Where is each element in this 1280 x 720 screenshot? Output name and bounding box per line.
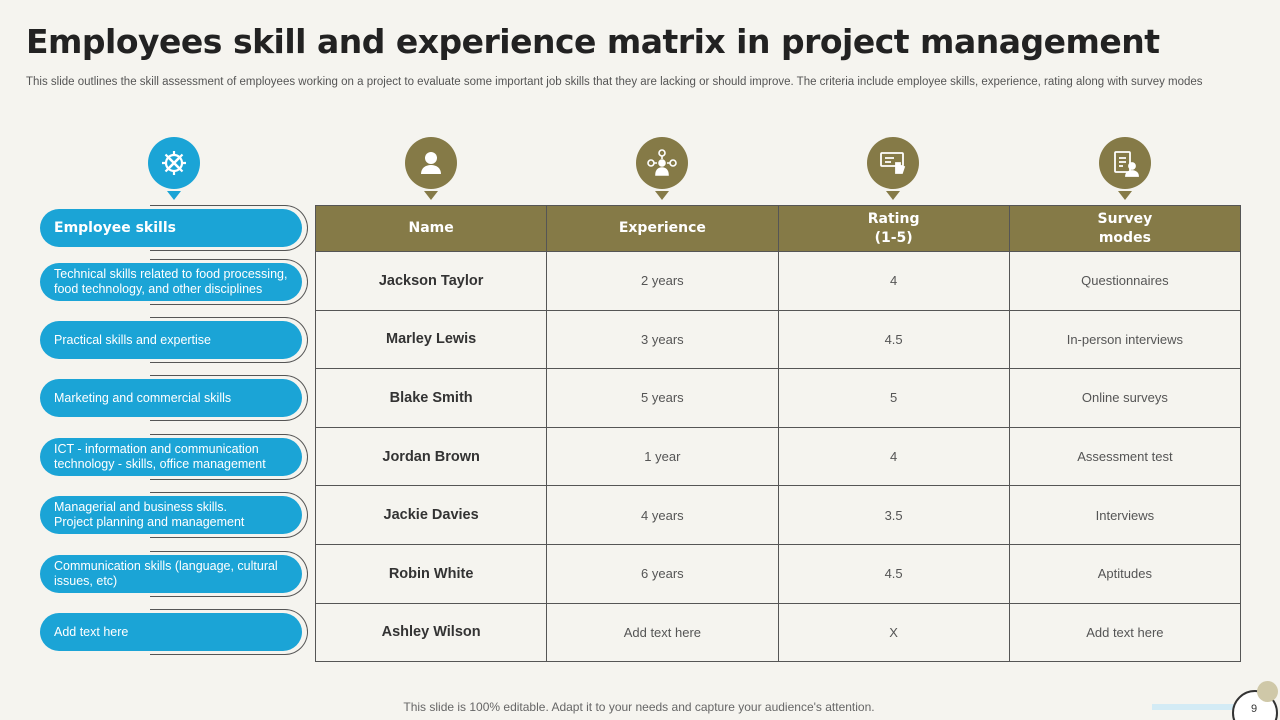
skill-item: Practical skills and expertise [40, 317, 308, 363]
skill-item-label: Marketing and commercial skills [40, 379, 302, 417]
cell-survey-mode: Add text here [1008, 602, 1242, 663]
header-experience: Experience [546, 205, 779, 252]
cell-experience: 3 years [546, 309, 779, 370]
cell-rating: 3.5 [777, 485, 1010, 545]
skill-item-label: Managerial and business skills. Project … [40, 496, 302, 534]
skills-header: Employee skills [40, 205, 308, 251]
skill-item: Technical skills related to food process… [40, 259, 308, 305]
header-name: Name [314, 205, 548, 252]
cell-experience: Add text here [546, 602, 779, 663]
table-row: Robin White 6 years 4.5 Aptitudes [314, 543, 1242, 604]
cell-survey-mode: Interviews [1008, 485, 1242, 545]
page-title: Employees skill and experience matrix in… [26, 22, 1160, 61]
skill-item-label: Add text here [40, 613, 302, 651]
skill-item: Managerial and business skills. Project … [40, 492, 308, 538]
cell-rating: X [777, 602, 1010, 663]
cell-experience: 6 years [546, 543, 779, 604]
cell-name: Robin White [314, 543, 548, 604]
cell-survey-mode: Online surveys [1008, 368, 1242, 428]
cell-survey-mode: Aptitudes [1008, 543, 1242, 604]
cell-name: Marley Lewis [314, 309, 548, 370]
skill-item-label: ICT - information and communication tech… [40, 438, 302, 476]
table-row: Marley Lewis 3 years 4.5 In-person inter… [314, 309, 1242, 370]
rating-hand-icon [867, 137, 919, 200]
cell-rating: 5 [777, 368, 1010, 428]
cell-experience: 2 years [546, 251, 779, 311]
table-row: Ashley Wilson Add text here X Add text h… [314, 602, 1242, 663]
skill-item-label: Practical skills and expertise [40, 321, 302, 359]
skill-item: Communication skills (language, cultural… [40, 551, 308, 597]
skills-header-label: Employee skills [40, 209, 302, 247]
cell-experience: 1 year [546, 426, 779, 487]
network-person-icon [636, 137, 688, 200]
cell-experience: 5 years [546, 368, 779, 428]
skill-item: ICT - information and communication tech… [40, 434, 308, 480]
cell-survey-mode: Assessment test [1008, 426, 1242, 487]
user-icon [405, 137, 457, 200]
page-progress-bar [1152, 704, 1236, 710]
cell-rating: 4.5 [777, 543, 1010, 604]
skill-item: Marketing and commercial skills [40, 375, 308, 421]
cell-survey-mode: Questionnaires [1008, 251, 1242, 311]
table-row: Jackson Taylor 2 years 4 Questionnaires [314, 251, 1242, 311]
page-number: 9 [1250, 703, 1258, 715]
cell-rating: 4 [777, 251, 1010, 311]
decorative-dot [1257, 681, 1278, 702]
skill-item-label: Communication skills (language, cultural… [40, 555, 302, 593]
skill-item-label: Technical skills related to food process… [40, 263, 302, 301]
cell-name: Jordan Brown [314, 426, 548, 487]
table-row: Jordan Brown 1 year 4 Assessment test [314, 426, 1242, 487]
table-header-row: Name Experience Rating (1-5) Survey mode… [314, 205, 1242, 252]
header-survey-modes: Survey modes [1008, 205, 1242, 252]
cell-name: Ashley Wilson [314, 602, 548, 663]
table-row: Jackie Davies 4 years 3.5 Interviews [314, 485, 1242, 545]
cell-name: Jackie Davies [314, 485, 548, 545]
clipboard-person-icon [1099, 137, 1151, 200]
cell-rating: 4.5 [777, 309, 1010, 370]
skill-item: Add text here [40, 609, 308, 655]
page-subtitle: This slide outlines the skill assessment… [26, 76, 1203, 88]
cell-rating: 4 [777, 426, 1010, 487]
table-row: Blake Smith 5 years 5 Online surveys [314, 368, 1242, 428]
cell-name: Jackson Taylor [314, 251, 548, 311]
cell-name: Blake Smith [314, 368, 548, 428]
cell-survey-mode: In-person interviews [1008, 309, 1242, 370]
tools-gear-icon [148, 137, 200, 200]
cell-experience: 4 years [546, 485, 779, 545]
footer-note: This slide is 100% editable. Adapt it to… [403, 700, 875, 714]
header-rating: Rating (1-5) [777, 205, 1010, 252]
skill-matrix-table: Name Experience Rating (1-5) Survey mode… [314, 205, 1242, 663]
